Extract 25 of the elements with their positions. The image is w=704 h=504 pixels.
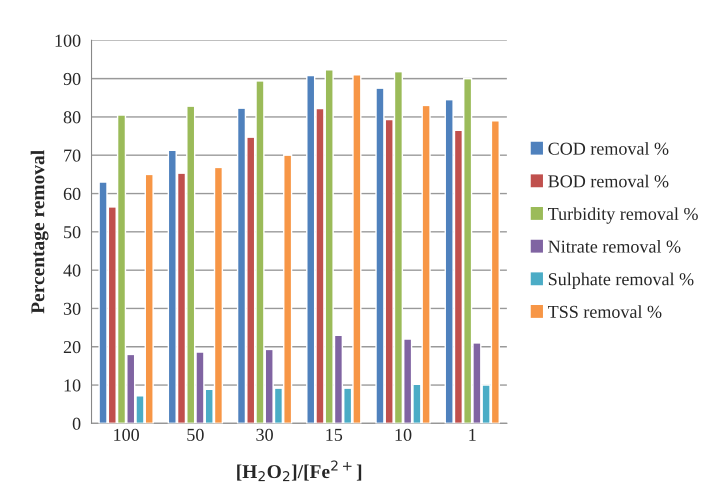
y-tick-label: 0 [72,418,80,430]
y-tick-label: 30 [64,302,80,315]
x-tick-label: 50 [187,428,204,441]
y-tick-label: 100 [56,34,80,47]
y-tick-label: 40 [63,264,80,277]
legend-label: TSS removal % [548,305,662,318]
y-tick-label: 80 [64,111,80,124]
legend-label: BOD removal % [548,174,668,188]
y-tick-label: 70 [64,149,80,162]
x-tick-label: 100 [114,428,139,441]
legend-label: COD removal % [548,142,668,155]
x-tick-label: 1 [469,428,476,441]
x-tick-label: 15 [326,428,342,441]
x-axis-title: [H$_{2}$O$_{2}$]/[Fe$^{2+}$] [237,460,362,482]
legend-label: Turbidity removal % [548,207,698,224]
y-axis-title: Percentage removal [30,150,48,314]
y-tick-label: 90 [64,72,80,86]
x-tick-label: 30 [256,428,273,441]
x-tick-label: 10 [396,428,412,441]
y-tick-label: 60 [64,188,80,200]
legend-label: Sulphate removal % [548,272,694,289]
legend-label: Nitrate removal % [548,240,680,253]
y-tick-label: 50 [64,226,80,238]
y-tick-label: 20 [64,341,80,354]
y-tick-label: 10 [64,379,80,392]
